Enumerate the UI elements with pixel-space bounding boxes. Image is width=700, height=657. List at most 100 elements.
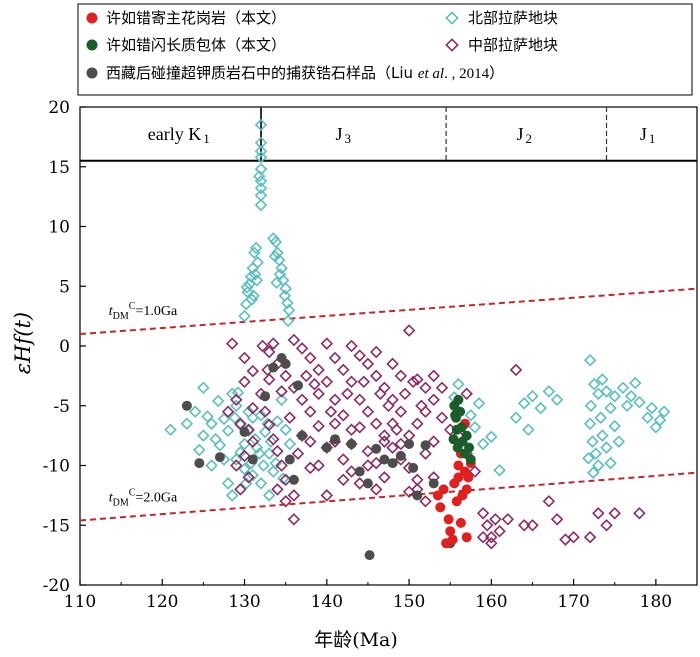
point-captured-5 [260,391,271,402]
legend-marker-host-granite [86,12,98,24]
point-central-16 [271,444,284,458]
tdm-label-0: tDMC=1.0Ga [109,301,178,322]
point-north-19 [240,281,254,294]
legend-label-captured-year: . , 2014） [444,65,504,82]
point-north-85 [201,410,214,423]
point-north-129 [612,435,626,448]
point-north-116 [583,417,597,430]
point-north-99 [534,401,547,415]
point-central-62 [369,345,383,359]
legend-label-captured-main: 西藏后碰撞超钾质岩石中的捕获锆石样品（Liu [106,64,418,82]
point-central-119 [361,459,375,472]
point-host-1 [435,502,446,513]
point-north-9 [253,170,266,183]
point-north-37 [281,314,295,328]
point-north-93 [485,430,498,444]
point-north-96 [509,411,523,424]
point-central-88 [489,513,502,526]
x-tick-label-6: 170 [557,592,589,612]
point-central-105 [460,387,473,401]
point-central-95 [542,495,556,508]
legend: 许如错寄主花岗岩（本文） 北部拉萨地块 许如错闪长质包体（本文） 中部拉萨地块 … [77,3,693,96]
point-central-137 [357,375,371,389]
point-host-19 [453,472,464,483]
point-central-114 [262,373,276,386]
point-north-36 [270,276,283,289]
point-north-8 [254,198,268,212]
point-north-84 [269,456,283,470]
point-captured-1 [194,458,205,469]
point-central-103 [633,507,646,520]
point-north-95 [493,464,506,477]
point-central-46 [345,375,358,389]
point-central-135 [324,405,338,418]
point-north-92 [476,437,490,451]
x-axis-title: 年龄(Ma) [314,629,398,651]
tdm-label-1: tDMC=2.0Ga [109,487,178,508]
point-enclave-13 [448,434,459,445]
data-points [164,118,671,561]
point-north-6 [254,182,268,195]
point-north-67 [254,477,268,490]
point-captured-6 [268,362,279,373]
point-central-28 [295,342,309,355]
point-enclave-8 [464,442,475,453]
point-central-124 [402,485,416,499]
point-central-60 [345,339,358,353]
point-central-139 [382,399,395,413]
point-central-43 [304,435,317,448]
point-central-118 [337,473,350,487]
point-central-142 [406,375,420,389]
point-central-19 [287,489,301,502]
point-north-110 [616,381,630,395]
point-north-58 [271,415,284,428]
x-axis-ticks: 110 120 130 140 150 160 170 180 [64,579,672,612]
point-host-4 [445,526,456,537]
point-north-10 [238,309,251,323]
point-north-128 [620,399,634,413]
point-captured-10 [293,380,303,391]
point-captured-16 [354,466,365,477]
point-north-0 [254,118,268,132]
point-north-102 [522,423,535,436]
point-central-96 [550,513,564,526]
legend-label-central-lhasa: 中部拉萨地块 [468,36,558,54]
point-enclave-7 [461,430,472,441]
point-north-122 [604,456,617,470]
point-host-3 [443,514,454,525]
point-central-108 [468,465,482,478]
point-central-56 [369,369,383,383]
point-central-111 [271,483,284,496]
point-north-16 [248,246,261,260]
point-central-99 [583,530,597,544]
point-central-72 [419,405,432,418]
point-captured-11 [297,430,308,441]
point-captured-2 [214,452,225,463]
point-central-93 [517,519,531,532]
point-north-91 [468,421,482,434]
y-tick-label-4: 0 [59,337,70,357]
point-captured-28 [408,462,419,473]
y-tick-label-1: 15 [48,158,70,178]
point-central-8 [238,449,251,463]
point-central-65 [361,444,375,458]
point-north-44 [213,438,227,452]
point-central-54 [411,473,424,487]
point-captured-15 [346,439,357,449]
point-central-59 [394,369,408,383]
y-axis-ticks: 20 15 10 5 0 -5 -10 -15 -20 [43,98,86,596]
point-central-89 [493,524,506,538]
point-north-71 [205,459,218,472]
point-north-86 [239,477,253,490]
x-tick-label-1: 120 [146,592,178,612]
point-north-7 [254,189,268,202]
point-central-71 [427,393,440,407]
point-central-25 [295,393,309,407]
point-central-61 [353,349,366,362]
point-central-33 [320,375,334,389]
point-central-49 [369,417,383,430]
point-captured-17 [362,478,373,489]
point-north-130 [653,413,667,427]
point-central-116 [304,461,317,475]
